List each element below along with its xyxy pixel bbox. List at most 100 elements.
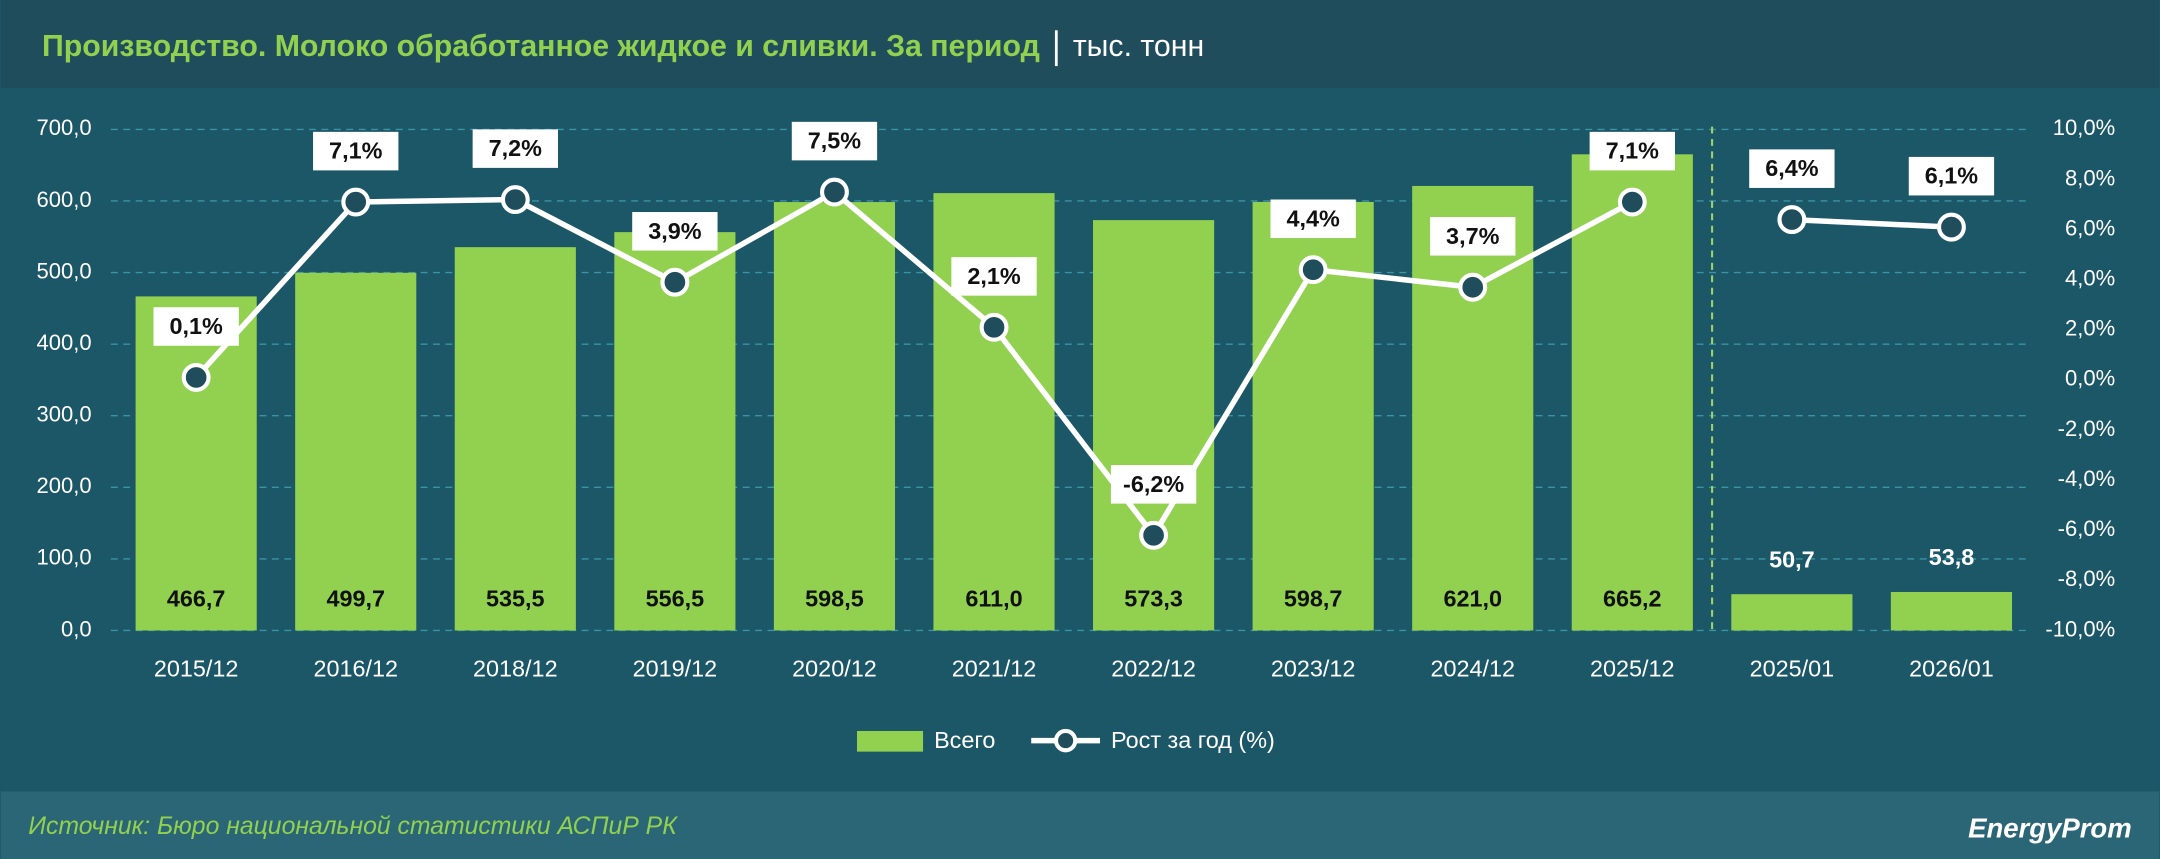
marker <box>660 267 690 297</box>
line <box>1791 216 1952 230</box>
line <box>194 188 1634 541</box>
legend-label: Всего <box>934 727 995 753</box>
label-box <box>1589 131 1675 171</box>
value-label: 556,5 <box>646 585 705 611</box>
x-tick-label: 2019/12 <box>633 656 718 682</box>
y2-tick-label: -8,0% <box>2058 566 2116 591</box>
bar <box>295 272 417 631</box>
value-label: 598,5 <box>805 585 864 611</box>
x-tick-label: 2023/12 <box>1271 656 1356 682</box>
value-label: 7,2% <box>489 135 543 161</box>
y-tick-label: 700,0 <box>37 115 92 140</box>
value-label: 665,2 <box>1603 585 1662 611</box>
marker <box>979 312 1009 342</box>
marker <box>341 187 371 217</box>
value-label: 6,4% <box>1765 155 1819 181</box>
value-label: 7,1% <box>1606 138 1660 164</box>
legend-label: Рост за год (%) <box>1111 727 1275 753</box>
x-tick-label: 2018/12 <box>473 656 558 682</box>
bar <box>1093 220 1215 631</box>
x-tick-label: 2020/12 <box>792 656 877 682</box>
y2-tick-label: 10,0% <box>2053 115 2115 140</box>
x-tick-label: 2025/12 <box>1590 656 1675 682</box>
marker <box>1617 187 1647 217</box>
bar <box>773 202 896 631</box>
value-label: 7,5% <box>808 128 862 154</box>
value-label: 53,8 <box>1929 544 1975 570</box>
value-label: 6,1% <box>1925 163 1979 189</box>
x-tick-label: 2024/12 <box>1430 656 1515 682</box>
value-label: 611,0 <box>965 585 1022 611</box>
marker <box>1298 255 1328 285</box>
y-tick-label: 500,0 <box>37 258 92 283</box>
x-tick-label: 2016/12 <box>313 656 398 682</box>
marker <box>500 185 530 215</box>
bar <box>135 296 257 631</box>
footer <box>0 791 2160 859</box>
bar <box>1412 185 1534 631</box>
legend-swatch <box>856 730 924 752</box>
y-tick-label: 600,0 <box>37 187 92 212</box>
y-tick-label: 100,0 <box>37 545 92 570</box>
value-label: 621,0 <box>1443 585 1502 611</box>
marker <box>1139 520 1169 550</box>
label-box <box>1430 217 1516 256</box>
bar <box>1571 154 1693 631</box>
x-tick-label: 2026/01 <box>1909 656 1994 682</box>
label-box <box>1908 156 1995 196</box>
value-label: 598,7 <box>1284 585 1343 611</box>
y2-tick-label: 2,0% <box>2065 316 2115 341</box>
y2-tick-label: -2,0% <box>2058 416 2116 441</box>
marker <box>1777 205 1807 235</box>
y2-tick-label: -6,0% <box>2058 516 2116 541</box>
y-tick-label: 400,0 <box>37 330 92 355</box>
marker <box>181 362 211 392</box>
value-label: 466,7 <box>167 585 226 611</box>
y-tick-label: 0,0 <box>61 616 92 641</box>
bar <box>614 232 736 631</box>
x-tick-label: 2021/12 <box>952 656 1037 682</box>
y2-tick-label: -10,0% <box>2045 616 2115 641</box>
label-box <box>472 129 558 168</box>
marker <box>1936 212 1966 242</box>
y2-tick-label: 0,0% <box>2065 366 2115 391</box>
y2-tick-label: -4,0% <box>2058 466 2116 491</box>
value-label: 50,7 <box>1769 546 1815 572</box>
value-label: 573,3 <box>1124 585 1183 611</box>
value-label: -6,2% <box>1123 471 1184 497</box>
y2-tick-label: 6,0% <box>2065 215 2115 240</box>
value-label: 2,1% <box>967 263 1021 289</box>
legend-marker <box>1053 728 1078 753</box>
label-box <box>1270 199 1356 239</box>
x-tick-label: 2022/12 <box>1111 656 1196 682</box>
label-box <box>951 257 1037 296</box>
chart-title: Производство. Молоко обработанное жидкое… <box>42 30 1040 63</box>
value-label: 7,1% <box>329 138 383 164</box>
value-label: 3,7% <box>1446 223 1500 249</box>
value-label: 499,7 <box>326 585 385 611</box>
value-label: 0,1% <box>169 313 223 339</box>
label-box <box>632 212 718 251</box>
value-label: 535,5 <box>486 585 545 611</box>
x-tick-label: 2015/12 <box>154 656 239 682</box>
marker <box>1458 272 1488 302</box>
label-box <box>153 307 239 346</box>
y2-tick-label: 8,0% <box>2065 165 2115 190</box>
brand: EnergyProm <box>1968 812 2132 843</box>
label-box <box>313 131 399 171</box>
y2-tick-label: 4,0% <box>2065 266 2115 291</box>
bar <box>1731 594 1853 631</box>
label-box <box>1110 465 1197 504</box>
source: Источник: Бюро национальной статистики А… <box>28 813 678 840</box>
label-box <box>1749 149 1835 188</box>
y-tick-label: 300,0 <box>37 402 92 427</box>
x-tick-label: 2025/01 <box>1750 656 1835 682</box>
marker <box>819 177 849 207</box>
chart-subtitle: тыс. тонн <box>1073 30 1204 63</box>
label-box <box>791 121 878 161</box>
y-tick-label: 200,0 <box>37 473 92 498</box>
value-label: 3,9% <box>648 218 702 244</box>
header <box>0 0 2160 89</box>
value-label: 4,4% <box>1286 205 1340 231</box>
